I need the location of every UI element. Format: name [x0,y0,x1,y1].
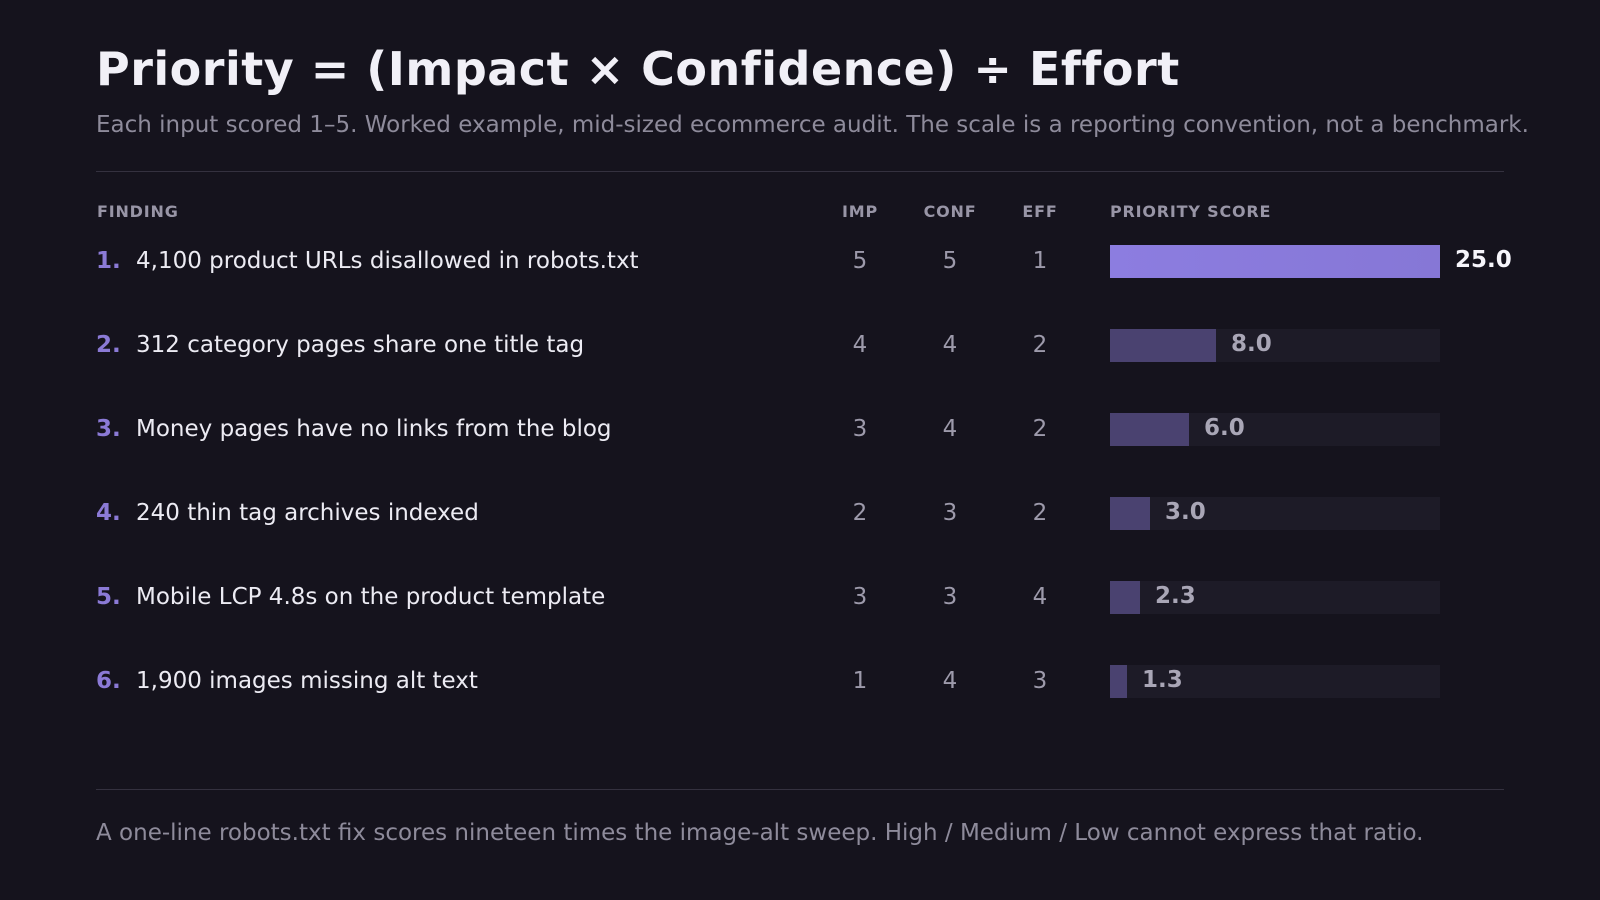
score-label: 25.0 [1455,247,1512,273]
confidence-value: 4 [942,416,958,442]
column-header-priority-score: PRIORITY SCORE [1110,202,1272,221]
finding-label: Money pages have no links from the blog [136,416,612,442]
column-header-impact-label: IMP [841,202,879,221]
table-row: 4. 240 thin tag archives indexed 2 3 2 3.0 [0,490,1600,550]
confidence-value: 4 [942,668,958,694]
table-row: 3. Money pages have no links from the blo… [0,406,1600,466]
bottom-divider [96,789,1504,790]
score-track [1110,581,1440,614]
effort-value: 2 [1032,500,1048,526]
finding-rank: 2. [96,332,121,358]
finding-rank: 4. [96,500,121,526]
impact-value: 3 [852,416,868,442]
confidence-value: 5 [942,248,958,274]
finding-label: 4,100 product URLs disallowed in robots.… [136,248,639,274]
score-label: 2.3 [1155,583,1196,609]
score-track [1110,665,1440,698]
column-header-confidence-label: CONF [923,202,977,221]
page-title: Priority = (Impact × Confidence) ÷ Effor… [96,42,1180,96]
confidence-value: 3 [942,500,958,526]
score-bar [1110,245,1440,278]
effort-value: 2 [1032,416,1048,442]
finding-rank: 5. [96,584,121,610]
finding-label: Mobile LCP 4.8s on the product template [136,584,606,610]
effort-value: 1 [1032,248,1048,274]
finding-label: 1,900 images missing alt text [136,668,478,694]
score-bar [1110,497,1150,530]
score-label: 8.0 [1231,331,1272,357]
impact-value: 3 [852,584,868,610]
score-bar [1110,329,1216,362]
score-bar [1110,413,1189,446]
finding-label: 240 thin tag archives indexed [136,500,479,526]
score-bar [1110,665,1127,698]
footnote: A one-line robots.txt fix scores ninetee… [96,820,1424,846]
table-row: 1. 4,100 product URLs disallowed in robot… [0,238,1600,298]
finding-rank: 3. [96,416,121,442]
confidence-value: 3 [942,584,958,610]
table-row: 6. 1,900 images missing alt text 1 4 3 1.3 [0,658,1600,718]
impact-value: 1 [852,668,868,694]
impact-value: 4 [852,332,868,358]
effort-value: 4 [1032,584,1048,610]
table-row: 2. 312 category pages share one title tag… [0,322,1600,382]
column-header-effort-label: EFF [1022,202,1058,221]
score-label: 3.0 [1165,499,1206,525]
top-divider [96,171,1504,172]
confidence-value: 4 [942,332,958,358]
score-label: 6.0 [1204,415,1245,441]
finding-rank: 1. [96,248,121,274]
column-header-finding: FINDING [97,202,179,221]
effort-value: 3 [1032,668,1048,694]
finding-label: 312 category pages share one title tag [136,332,585,358]
effort-value: 2 [1032,332,1048,358]
impact-value: 2 [852,500,868,526]
impact-value: 5 [852,248,868,274]
page-subtitle: Each input scored 1–5. Worked example, m… [96,112,1529,138]
table-row: 5. Mobile LCP 4.8s on the product templat… [0,574,1600,634]
score-bar [1110,581,1140,614]
finding-rank: 6. [96,668,121,694]
score-label: 1.3 [1142,667,1183,693]
score-track [1110,497,1440,530]
